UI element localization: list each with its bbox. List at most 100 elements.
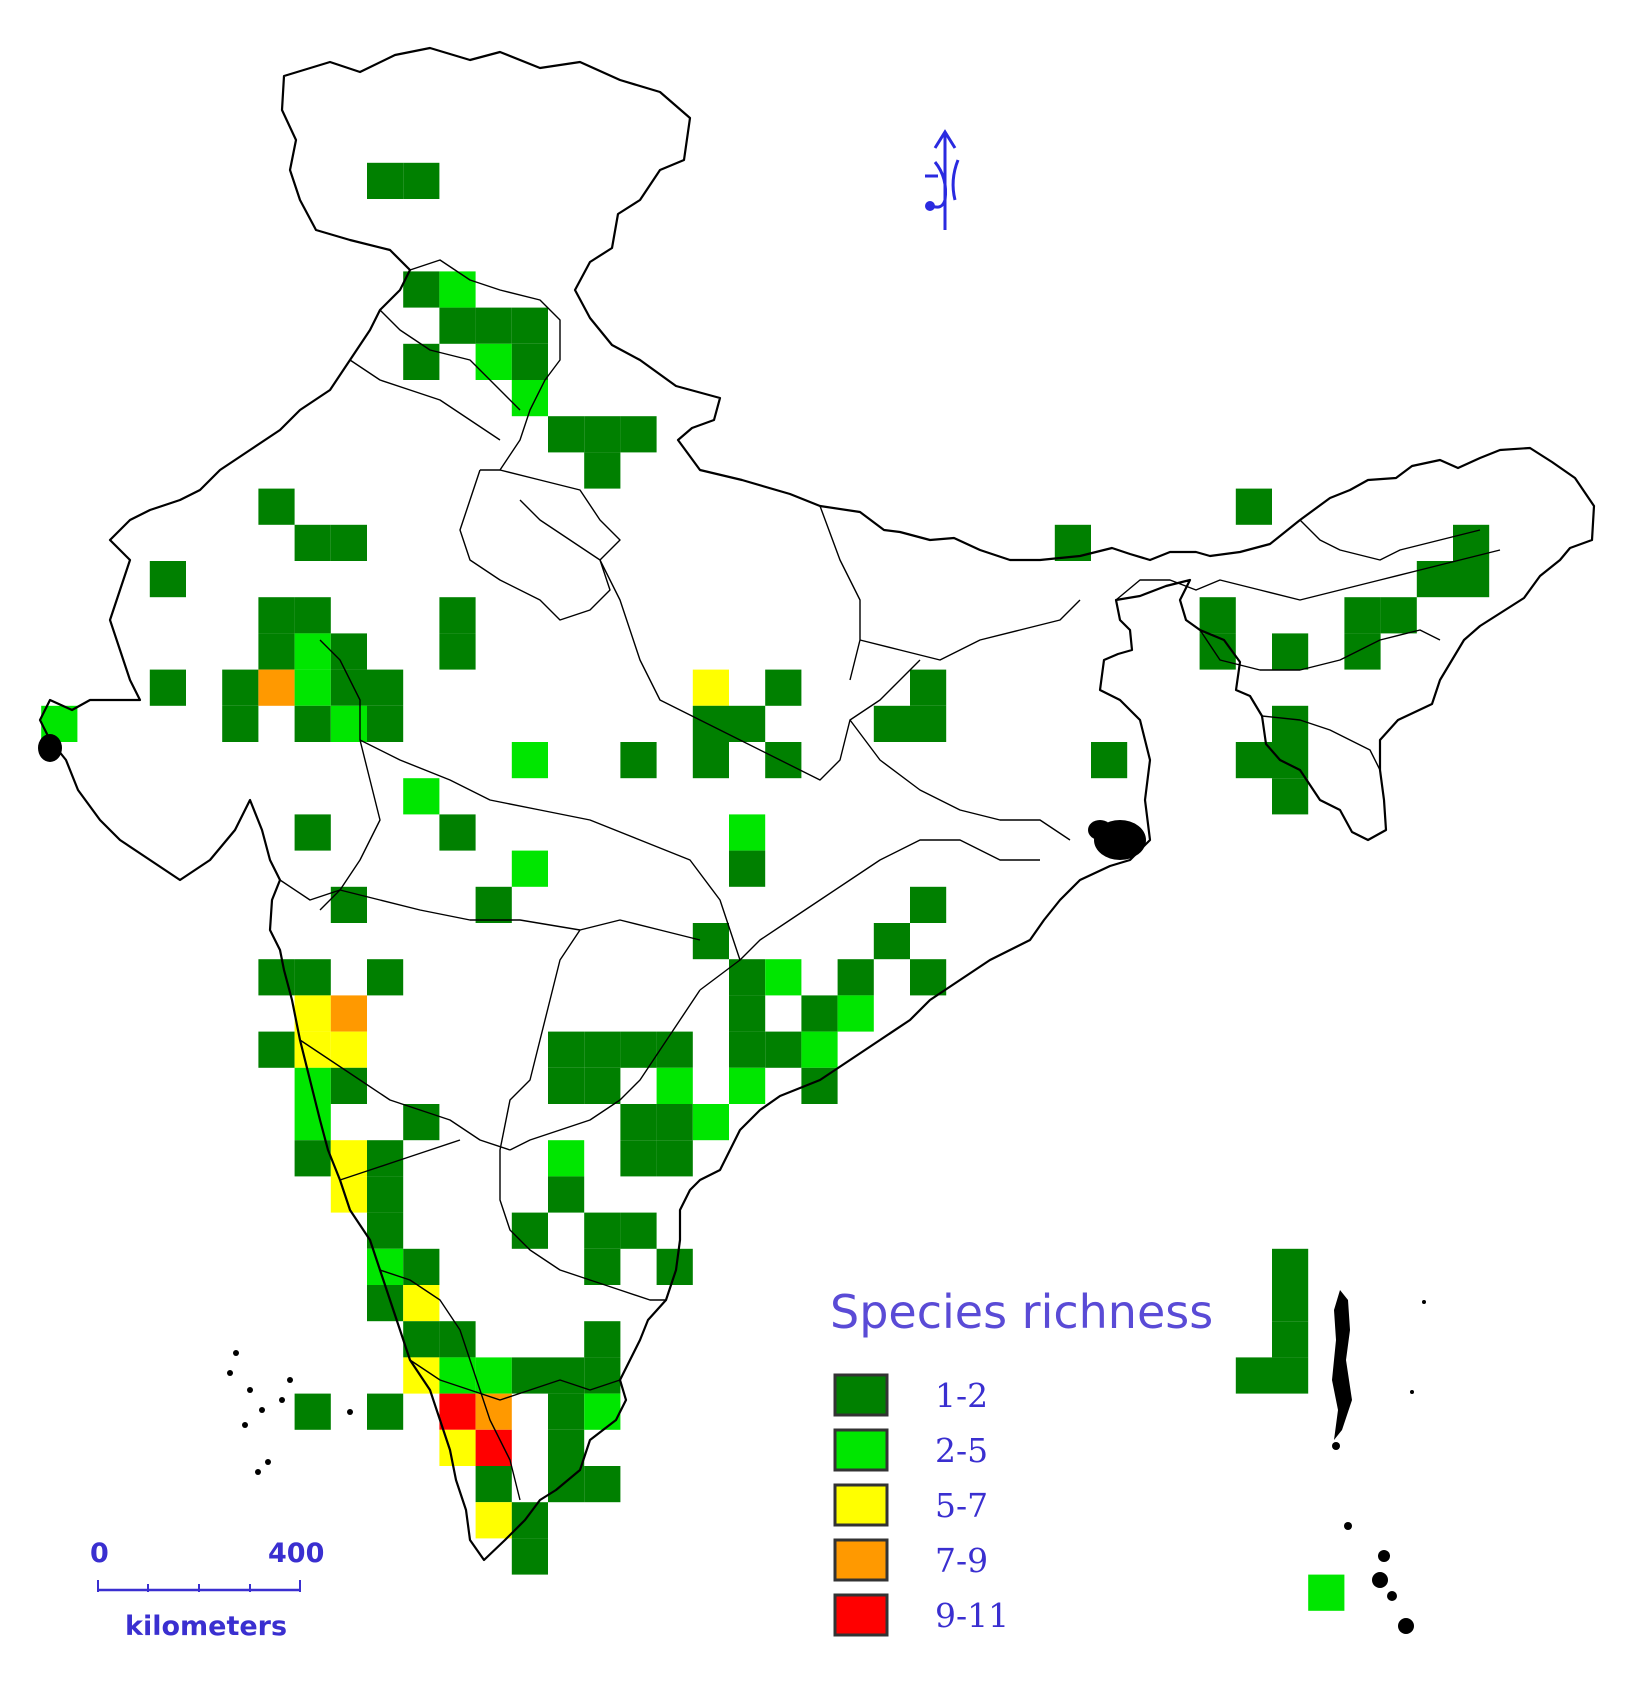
- richness-cell: [403, 1248, 440, 1285]
- richness-cell: [330, 705, 367, 742]
- scale-bar: 0 400 kilometers: [90, 1538, 324, 1642]
- richness-cell: [475, 1502, 512, 1539]
- richness-cell: [1272, 1285, 1309, 1322]
- richness-cell: [294, 524, 331, 561]
- north-arrow-icon: [925, 129, 960, 230]
- richness-cell: [439, 633, 476, 670]
- richness-cell: [656, 1248, 693, 1285]
- richness-cell: [1272, 705, 1309, 742]
- richness-cell: [258, 669, 295, 706]
- richness-cell: [222, 669, 259, 706]
- richness-cell: [367, 162, 404, 199]
- legend-label: 9-11: [935, 1596, 1009, 1635]
- richness-cell: [1199, 597, 1236, 634]
- richness-cell: [511, 1502, 548, 1539]
- richness-cell: [1272, 778, 1309, 815]
- richness-cell: [475, 1357, 512, 1394]
- richness-cell: [910, 886, 947, 923]
- richness-cell: [294, 959, 331, 996]
- richness-cell: [837, 959, 874, 996]
- richness-cell: [367, 1393, 404, 1430]
- richness-cell: [294, 814, 331, 851]
- scale-unit-label: kilometers: [125, 1611, 287, 1642]
- richness-cell: [584, 1212, 621, 1249]
- richness-cell: [475, 1393, 512, 1430]
- richness-cell: [330, 995, 367, 1032]
- richness-cell: [1235, 488, 1272, 525]
- richness-cell: [258, 488, 295, 525]
- richness-cell: [910, 705, 947, 742]
- legend-title: Species richness: [830, 1285, 1213, 1339]
- richness-cell: [548, 1140, 585, 1177]
- richness-cell: [692, 705, 729, 742]
- richness-cell: [511, 1357, 548, 1394]
- richness-cell: [367, 1176, 404, 1213]
- richness-cell: [258, 597, 295, 634]
- country-outline: [38, 46, 1596, 1562]
- richness-cell: [439, 1393, 476, 1430]
- richness-cell: [765, 959, 802, 996]
- richness-cell: [729, 995, 766, 1032]
- richness-cell: [548, 1031, 585, 1068]
- legend-swatch: [833, 1538, 889, 1582]
- richness-cell: [330, 633, 367, 670]
- richness-cell: [222, 705, 259, 742]
- richness-cell: [330, 1031, 367, 1068]
- legend-swatch: [833, 1428, 889, 1472]
- richness-cell: [910, 959, 947, 996]
- richness-cell: [801, 1031, 838, 1068]
- richness-cell: [403, 1104, 440, 1141]
- richness-cell: [439, 597, 476, 634]
- richness-cell: [511, 850, 548, 887]
- richness-cell: [294, 597, 331, 634]
- richness-cell: [656, 1067, 693, 1104]
- richness-cell: [656, 1031, 693, 1068]
- richness-cell: [692, 669, 729, 706]
- richness-cell: [873, 705, 910, 742]
- richness-cell: [294, 995, 331, 1032]
- scale-end-label: 400: [268, 1538, 324, 1569]
- richness-cell: [258, 633, 295, 670]
- richness-cell: [475, 1466, 512, 1503]
- richness-cell: [548, 1393, 585, 1430]
- richness-cell: [584, 1357, 621, 1394]
- legend-swatch: [833, 1373, 889, 1417]
- richness-cell: [1272, 633, 1309, 670]
- richness-cell: [620, 1104, 657, 1141]
- richness-cell: [729, 959, 766, 996]
- richness-cell: [1091, 742, 1128, 779]
- legend-label: 1-2: [935, 1376, 988, 1415]
- richness-cell: [656, 1140, 693, 1177]
- richness-cell: [367, 1212, 404, 1249]
- richness-cell: [403, 778, 440, 815]
- legend-label: 5-7: [935, 1486, 988, 1525]
- richness-cell: [294, 1067, 331, 1104]
- legend-item: 2-5: [833, 1428, 988, 1472]
- richness-cell: [1416, 561, 1453, 598]
- richness-cell: [729, 705, 766, 742]
- richness-cell: [1272, 1248, 1309, 1285]
- richness-cell: [403, 1285, 440, 1322]
- richness-cell: [548, 1067, 585, 1104]
- legend-swatch: [833, 1593, 889, 1637]
- richness-cell: [511, 343, 548, 380]
- richness-cell: [729, 850, 766, 887]
- richness-cell: [330, 524, 367, 561]
- richness-cell: [548, 1176, 585, 1213]
- legend-label: 2-5: [935, 1431, 988, 1470]
- richness-cell: [729, 814, 766, 851]
- richness-cell: [511, 307, 548, 344]
- andaman-nicobar-islands: [1332, 1290, 1426, 1634]
- richness-cell: [620, 1212, 657, 1249]
- richness-cell: [403, 271, 440, 308]
- richness-cell: [548, 1357, 585, 1394]
- richness-cell: [584, 452, 621, 489]
- coastline-details: [38, 734, 1146, 860]
- richness-cell: [1272, 1357, 1309, 1394]
- richness-cell: [330, 1067, 367, 1104]
- legend-label: 7-9: [935, 1541, 988, 1580]
- richness-cell: [548, 416, 585, 453]
- richness-cell: [620, 416, 657, 453]
- legend-item: 5-7: [833, 1483, 988, 1527]
- richness-cell: [1235, 742, 1272, 779]
